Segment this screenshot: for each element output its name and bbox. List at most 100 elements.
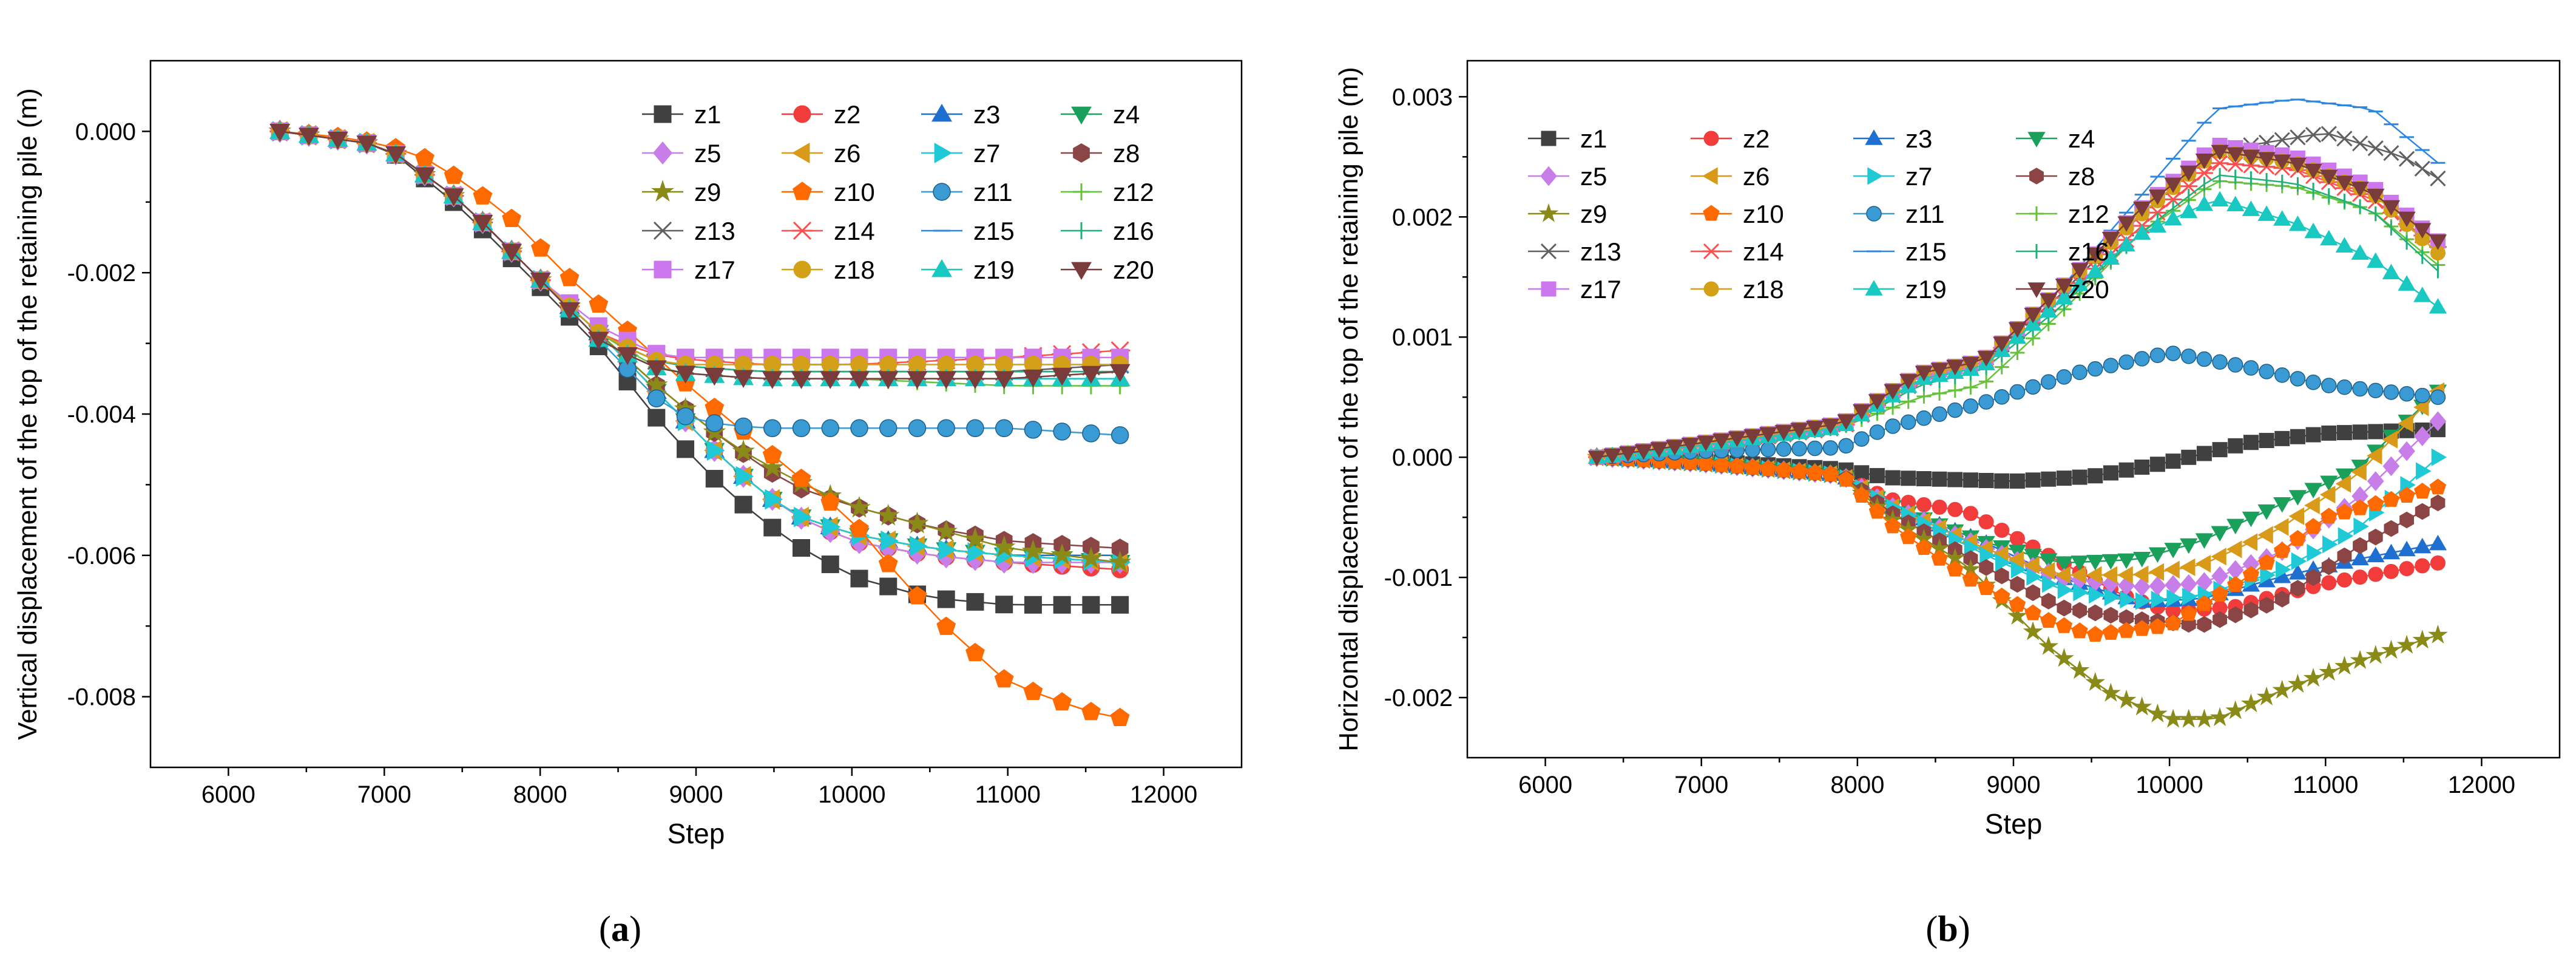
- data-point: [559, 302, 580, 321]
- data-point: [1082, 596, 1100, 614]
- data-point: [1932, 406, 1947, 422]
- data-point: [2290, 371, 2306, 387]
- data-point: [2179, 708, 2199, 728]
- legend-marker: [792, 221, 813, 240]
- legend-label: z20: [2068, 275, 2109, 304]
- data-point: [2430, 170, 2446, 187]
- legend-label: z19: [1905, 275, 1947, 304]
- legend-item: z12: [1061, 178, 1154, 206]
- data-point: [2040, 302, 2058, 318]
- panel-caption: (a): [599, 909, 641, 949]
- data-point: [2101, 566, 2118, 584]
- data-point: [2227, 576, 2244, 593]
- x-tick-label: 10000: [2136, 772, 2203, 798]
- data-point: [2041, 471, 2057, 487]
- series-z12: [1589, 174, 2446, 465]
- data-point: [1822, 440, 1839, 456]
- data-point: [2429, 478, 2447, 495]
- data-point: [2165, 614, 2182, 631]
- legend-marker: [1073, 143, 1090, 163]
- data-point: [2305, 127, 2322, 143]
- legend-label: z1: [1580, 124, 1607, 153]
- data-point: [2382, 491, 2400, 507]
- data-point: [385, 146, 407, 165]
- data-point: [2319, 486, 2336, 504]
- data-point: [992, 535, 1016, 557]
- data-point: [2038, 636, 2059, 655]
- data-point: [1650, 442, 1668, 458]
- data-point: [1994, 567, 2009, 585]
- caption-text: ): [629, 909, 641, 949]
- x-tick-label: 7000: [1674, 772, 1728, 798]
- y-axis: 0.000 -0.002 -0.004 -0.006 -0.008: [67, 118, 150, 711]
- data-point: [2101, 682, 2121, 702]
- data-point: [2351, 549, 2369, 566]
- data-point: [794, 506, 812, 528]
- data-point: [2164, 543, 2182, 559]
- data-point: [849, 371, 870, 389]
- data-point: [1963, 380, 1978, 395]
- data-point: [2117, 566, 2133, 584]
- data-point: [2086, 566, 2102, 584]
- data-point: [2180, 165, 2198, 182]
- data-point: [2259, 433, 2274, 449]
- data-point: [1930, 362, 1949, 379]
- data-point: [1915, 538, 1933, 555]
- data-point: [2025, 379, 2041, 395]
- data-point: [2257, 504, 2276, 520]
- legend-label: z3: [973, 100, 1000, 129]
- legend-item: z6: [782, 139, 860, 168]
- legend-item: z17: [642, 256, 735, 284]
- data-point: [2197, 616, 2212, 633]
- data-point: [1899, 374, 1918, 390]
- legend-label: z18: [834, 256, 875, 284]
- data-point: [1110, 707, 1130, 727]
- data-point: [2087, 625, 2104, 642]
- caption-text: (: [599, 909, 611, 949]
- data-point: [2134, 351, 2150, 367]
- data-point: [2055, 556, 2074, 572]
- data-point: [444, 165, 464, 184]
- legend-item: z15: [921, 217, 1015, 245]
- data-point: [2429, 297, 2447, 314]
- x-axis: 6000 7000 8000 9000 10000 11000 12000: [1518, 758, 2515, 798]
- data-point: [2148, 217, 2167, 233]
- data-point: [2072, 602, 2088, 619]
- data-point: [1946, 359, 1964, 376]
- data-point: [2103, 465, 2118, 481]
- legend-marker: [2029, 206, 2044, 221]
- data-point: [2304, 496, 2320, 515]
- data-point: [2010, 576, 2025, 593]
- data-point: [2399, 561, 2415, 577]
- data-point: [646, 360, 667, 379]
- legend-marker: [1540, 243, 1557, 260]
- data-point: [1807, 440, 1823, 457]
- data-point: [2398, 211, 2416, 228]
- legend-label: z12: [2068, 200, 2109, 228]
- data-point: [1807, 464, 1824, 480]
- series-line: [1597, 180, 2439, 458]
- data-point: [1837, 471, 1854, 487]
- legend-marker: [1702, 167, 1718, 185]
- data-point: [2321, 558, 2336, 576]
- data-point: [1021, 539, 1045, 562]
- data-point: [2336, 572, 2352, 588]
- plot-frame: [1466, 59, 2561, 759]
- data-point: [1759, 427, 1777, 443]
- data-point: [2085, 671, 2106, 691]
- data-point: [2398, 540, 2416, 557]
- data-point: [1760, 441, 1776, 458]
- data-point: [1050, 543, 1074, 565]
- data-point: [1023, 369, 1044, 388]
- data-point: [2194, 708, 2214, 728]
- data-point: [965, 642, 985, 662]
- data-point: [2181, 449, 2197, 465]
- data-point: [2055, 617, 2073, 633]
- data-point: [2071, 263, 2089, 279]
- data-point: [2399, 511, 2415, 529]
- legend-label: z5: [694, 139, 721, 168]
- data-point: [966, 419, 984, 438]
- data-point: [1932, 471, 1947, 487]
- legend-label: z6: [834, 139, 860, 168]
- data-point: [2335, 175, 2354, 191]
